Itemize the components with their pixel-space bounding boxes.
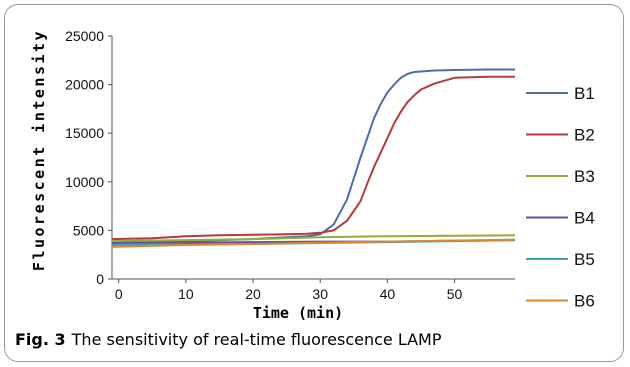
legend-label-b5: B5 xyxy=(574,250,595,269)
series-line-b3 xyxy=(111,234,516,243)
chart-axes: 0 5000 10000 15000 20000 25000 0 10 20 30 40 50 xyxy=(65,28,515,302)
series-line-b1 xyxy=(111,68,515,244)
x-tick-label: 40 xyxy=(380,286,396,302)
y-tick-label: 10000 xyxy=(65,174,104,190)
figure-caption: Fig. 3 The sensitivity of real-time fluor… xyxy=(15,330,442,349)
legend-label-b1: B1 xyxy=(574,84,595,103)
figure-caption-text: The sensitivity of real-time fluorescenc… xyxy=(71,330,442,349)
legend-label-b4: B4 xyxy=(574,209,595,228)
legend-label-b6: B6 xyxy=(574,292,595,311)
y-axis-label: Fluorescent intensity xyxy=(30,29,48,271)
y-tick-label: 0 xyxy=(96,271,104,287)
y-tick-label: 25000 xyxy=(65,28,104,44)
x-tick-label: 30 xyxy=(312,286,328,302)
series-line-b2 xyxy=(111,75,515,241)
x-tick-label: 50 xyxy=(447,286,463,302)
x-axis-label: Time (min) xyxy=(253,304,343,322)
chart-series xyxy=(111,68,516,248)
figure-frame xyxy=(4,4,624,362)
y-tick-label: 5000 xyxy=(73,222,104,238)
series-line-b6 xyxy=(111,238,516,248)
legend-label-b3: B3 xyxy=(574,167,595,186)
figure-number: Fig. 3 xyxy=(15,330,66,349)
x-tick-label: 10 xyxy=(178,286,194,302)
chart-legend: B1 B2 B3 B4 B5 B6 xyxy=(526,84,595,311)
y-tick-label: 15000 xyxy=(65,125,104,141)
y-tick-label: 20000 xyxy=(65,77,104,93)
x-tick-label: 0 xyxy=(115,286,123,302)
x-tick-label: 20 xyxy=(245,286,261,302)
legend-label-b2: B2 xyxy=(574,126,595,145)
